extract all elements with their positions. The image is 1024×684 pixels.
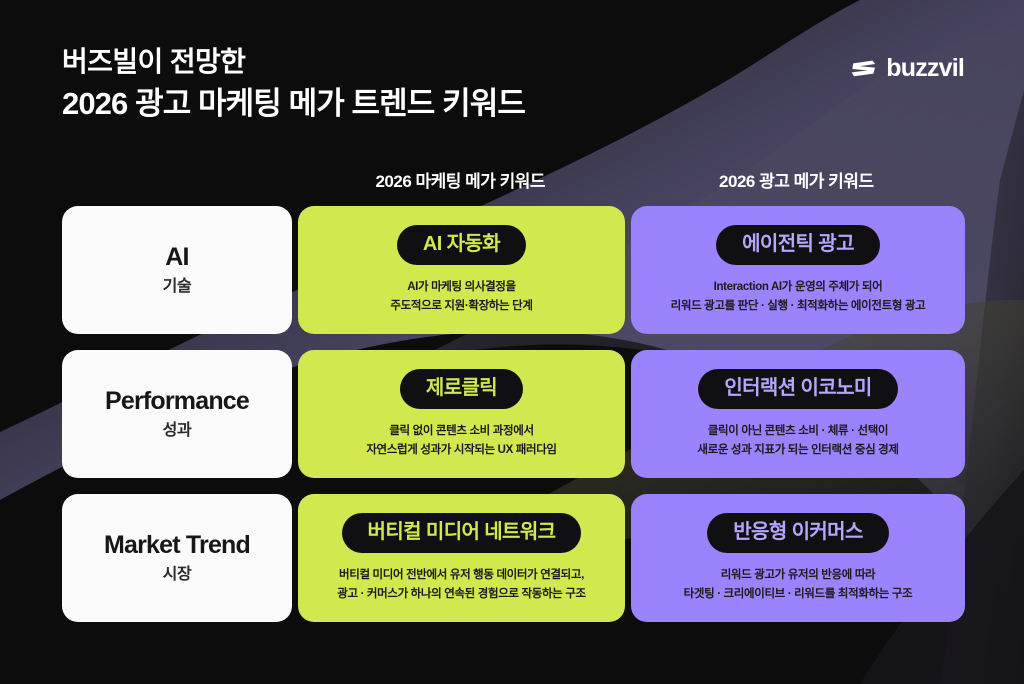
keyword-description-line-1: Interaction AI가 운영의 주체가 되어 <box>713 280 883 293</box>
keyword-description-line-1: 클릭 없이 콘텐츠 소비 과정에서 <box>389 424 534 437</box>
keyword-description-line-1: 버티컬 미디어 전반에서 유저 행동 데이터가 연결되고, <box>339 568 584 581</box>
column-header-marketing: 2026 마케팅 메가 키워드 <box>375 172 546 191</box>
row-label-card: AI 기술 <box>62 206 292 334</box>
buzzvil-logo-mark-icon <box>851 60 876 77</box>
row-label-en: AI <box>165 243 189 272</box>
keyword-description-line-1: AI가 마케팅 의사결정을 <box>407 280 516 293</box>
advertising-keyword-card: 인터랙션 이코노미 클릭이 아닌 콘텐츠 소비 · 체류 · 선택이 새로운 성… <box>631 350 965 478</box>
advertising-keyword-card: 반응형 이커머스 리워드 광고가 유저의 반응에 따라 타겟팅 · 크리에이티브… <box>631 494 965 622</box>
keyword-description-line-2: 타겟팅 · 크리에이티브 · 리워드를 최적화하는 구조 <box>683 587 913 600</box>
keyword-description: 버티컬 미디어 전반에서 유저 행동 데이터가 연결되고, 광고 · 커머스가 … <box>327 566 595 603</box>
keyword-description-line-1: 리워드 광고가 유저의 반응에 따라 <box>720 568 876 581</box>
keyword-pill-label: 에이전틱 광고 <box>742 232 854 255</box>
advertising-keyword-card: 에이전틱 광고 Interaction AI가 운영의 주체가 되어 리워드 광… <box>631 206 965 334</box>
keyword-pill-label: 인터랙션 이코노미 <box>724 376 872 399</box>
buzzvil-logo-text: buzzvil <box>886 54 965 82</box>
page-title-line-1: 버즈빌이 전망한 <box>62 46 246 77</box>
marketing-keyword-card: 제로클릭 클릭 없이 콘텐츠 소비 과정에서 자연스럽게 성과가 시작되는 UX… <box>298 350 625 478</box>
keyword-pill-label: 제로클릭 <box>425 376 498 399</box>
keyword-pill: 제로클릭 <box>399 368 524 409</box>
keyword-description: 클릭이 아닌 콘텐츠 소비 · 체류 · 선택이 새로운 성과 지표가 되는 인… <box>687 422 908 459</box>
keyword-description: 리워드 광고가 유저의 반응에 따라 타겟팅 · 크리에이티브 · 리워드를 최… <box>674 566 923 603</box>
keyword-pill-label: 반응형 이커머스 <box>733 520 863 543</box>
column-header-advertising: 2026 광고 메가 키워드 <box>719 172 874 191</box>
keyword-pill: 인터랙션 이코노미 <box>698 368 898 409</box>
keyword-pill: 에이전틱 광고 <box>716 224 880 265</box>
keyword-description-line-2: 리워드 광고를 판단 · 실행 · 최적화하는 에이전트형 광고 <box>670 299 926 312</box>
keyword-pill: 반응형 이커머스 <box>707 512 889 553</box>
marketing-keyword-card: 버티컬 미디어 네트워크 버티컬 미디어 전반에서 유저 행동 데이터가 연결되… <box>298 494 625 622</box>
title-block: 버즈빌이 전망한 2026 광고 마케팅 메가 트렌드 키워드 <box>62 46 526 121</box>
page-title-line-2: 2026 광고 마케팅 메가 트렌드 키워드 <box>62 86 526 121</box>
keyword-pill-label: AI 자동화 <box>422 232 501 255</box>
keyword-description-line-2: 자연스럽게 성과가 시작되는 UX 패러다임 <box>366 443 557 456</box>
buzzvil-logo: buzzvil <box>851 54 965 83</box>
row-label-card: Market Trend 시장 <box>62 494 292 622</box>
keyword-pill: AI 자동화 <box>396 224 527 265</box>
marketing-keyword-card: AI 자동화 AI가 마케팅 의사결정을 주도적으로 지원·확장하는 단계 <box>298 206 625 334</box>
keyword-description-line-1: 클릭이 아닌 콘텐츠 소비 · 체류 · 선택이 <box>707 424 889 437</box>
keyword-pill-label: 버티컬 미디어 네트워크 <box>367 520 557 543</box>
row-label-ko: 기술 <box>162 277 192 295</box>
keyword-grid: AI 기술 AI 자동화 AI가 마케팅 의사결정을 주도적으로 지원·확장하는… <box>62 206 965 622</box>
column-headers: 2026 마케팅 메가 키워드 2026 광고 메가 키워드 <box>298 167 965 192</box>
row-label-ko: 시장 <box>162 565 192 583</box>
poster-header: 버즈빌이 전망한 2026 광고 마케팅 메가 트렌드 키워드 buzzvil <box>62 46 965 121</box>
keyword-pill: 버티컬 미디어 네트워크 <box>341 512 582 553</box>
table-row: AI 기술 AI 자동화 AI가 마케팅 의사결정을 주도적으로 지원·확장하는… <box>62 206 965 334</box>
keyword-description-line-2: 주도적으로 지원·확장하는 단계 <box>390 299 533 312</box>
table-row: Market Trend 시장 버티컬 미디어 네트워크 버티컬 미디어 전반에… <box>62 494 965 622</box>
keyword-description: Interaction AI가 운영의 주체가 되어 리워드 광고를 판단 · … <box>661 278 936 315</box>
row-label-en: Market Trend <box>103 531 251 560</box>
keyword-description: 클릭 없이 콘텐츠 소비 과정에서 자연스럽게 성과가 시작되는 UX 패러다임 <box>356 422 566 459</box>
row-label-ko: 성과 <box>162 421 192 439</box>
table-row: Performance 성과 제로클릭 클릭 없이 콘텐츠 소비 과정에서 자연… <box>62 350 965 478</box>
keyword-description: AI가 마케팅 의사결정을 주도적으로 지원·확장하는 단계 <box>380 278 542 315</box>
row-label-en: Performance <box>104 387 250 416</box>
row-label-card: Performance 성과 <box>62 350 292 478</box>
keyword-description-line-2: 광고 · 커머스가 하나의 연속된 경험으로 작동하는 구조 <box>337 587 586 600</box>
keyword-description-line-2: 새로운 성과 지표가 되는 인터랙션 중심 경제 <box>697 443 899 456</box>
